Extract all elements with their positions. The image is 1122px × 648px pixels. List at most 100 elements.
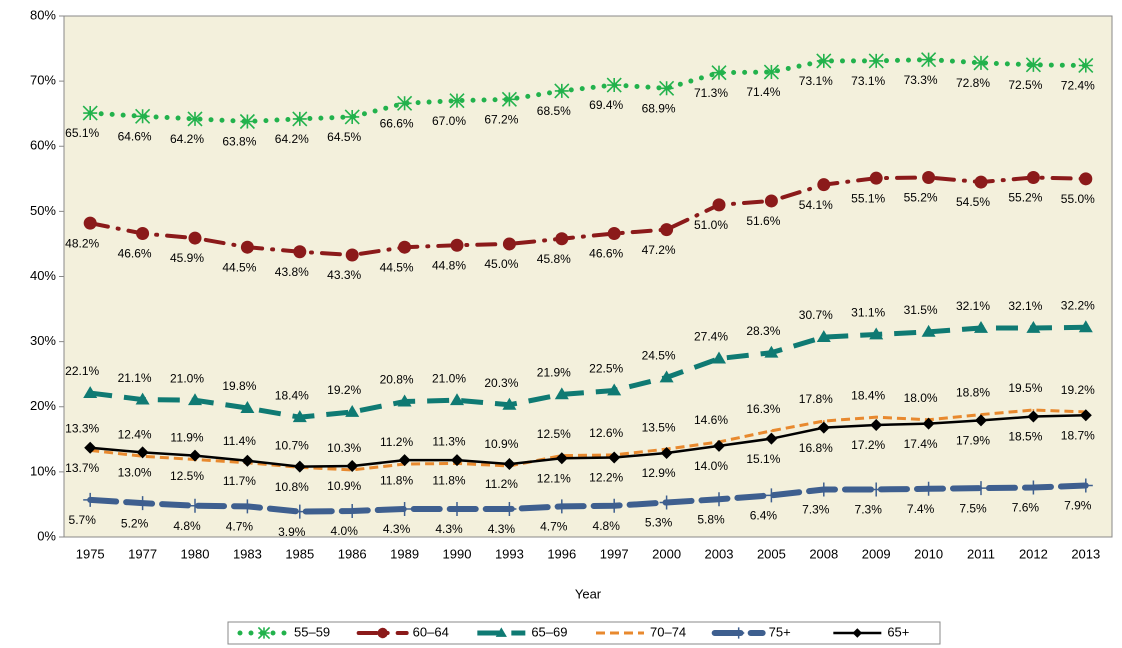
marker bbox=[763, 64, 779, 80]
marker bbox=[607, 227, 621, 241]
value-label: 12.4% bbox=[118, 427, 152, 441]
marker bbox=[503, 458, 516, 471]
value-label: 7.9% bbox=[1064, 499, 1092, 513]
x-tick-label: 1996 bbox=[547, 546, 576, 561]
value-label: 6.4% bbox=[750, 508, 778, 522]
y-tick-label: 60% bbox=[30, 138, 56, 153]
marker bbox=[188, 498, 202, 513]
legend-label: 55–59 bbox=[294, 624, 330, 639]
value-label: 14.6% bbox=[694, 413, 728, 427]
value-label: 32.1% bbox=[956, 299, 990, 313]
marker bbox=[84, 441, 97, 454]
value-label: 43.8% bbox=[275, 265, 309, 279]
value-label: 13.0% bbox=[118, 466, 152, 480]
marker bbox=[82, 105, 98, 121]
marker bbox=[1078, 478, 1093, 493]
legend-label: 60–64 bbox=[413, 624, 449, 639]
marker bbox=[869, 482, 884, 497]
value-label: 4.3% bbox=[488, 522, 516, 536]
y-tick-label: 50% bbox=[30, 203, 56, 218]
value-label: 20.8% bbox=[380, 373, 414, 387]
x-tick-label: 1986 bbox=[338, 546, 367, 561]
y-tick-label: 30% bbox=[30, 333, 56, 348]
value-label: 55.0% bbox=[1061, 192, 1095, 206]
value-label: 18.0% bbox=[904, 391, 938, 405]
value-label: 18.5% bbox=[1008, 430, 1042, 444]
point bbox=[875, 416, 878, 419]
marker bbox=[554, 83, 570, 99]
value-label: 73.1% bbox=[851, 74, 885, 88]
legend-marker bbox=[852, 628, 863, 638]
marker bbox=[1078, 57, 1094, 74]
value-label: 5.7% bbox=[69, 513, 97, 527]
value-label: 4.3% bbox=[435, 522, 463, 536]
value-label: 48.2% bbox=[65, 236, 99, 250]
value-label: 11.8% bbox=[380, 473, 413, 487]
legend-label: 70–74 bbox=[650, 624, 686, 639]
value-label: 31.5% bbox=[904, 303, 938, 317]
marker bbox=[921, 324, 936, 337]
marker bbox=[555, 452, 568, 465]
value-label: 44.8% bbox=[432, 258, 466, 272]
value-label: 47.2% bbox=[642, 243, 676, 257]
marker bbox=[293, 245, 307, 259]
marker bbox=[502, 237, 516, 251]
marker bbox=[1079, 172, 1093, 186]
value-label: 73.1% bbox=[799, 74, 833, 88]
x-tick-label: 2003 bbox=[705, 546, 734, 561]
marker bbox=[764, 345, 779, 358]
value-label: 3.9% bbox=[278, 525, 306, 539]
marker bbox=[765, 432, 778, 445]
x-tick-label: 1975 bbox=[76, 546, 105, 561]
value-label: 30.7% bbox=[799, 308, 833, 322]
marker bbox=[555, 232, 569, 246]
y-tick-label: 80% bbox=[30, 7, 56, 22]
marker bbox=[1079, 409, 1092, 422]
value-label: 19.2% bbox=[1061, 383, 1095, 397]
value-label: 7.4% bbox=[907, 502, 935, 516]
series-line bbox=[87, 57, 1089, 125]
marker bbox=[973, 55, 989, 71]
value-label: 45.9% bbox=[170, 251, 204, 265]
value-label: 7.3% bbox=[855, 503, 883, 517]
value-label: 72.4% bbox=[1061, 79, 1095, 93]
marker bbox=[660, 223, 674, 237]
value-label: 10.9% bbox=[327, 479, 361, 493]
x-tick-label: 2000 bbox=[652, 546, 681, 561]
x-tick-label: 2010 bbox=[914, 546, 943, 561]
x-tick-label: 1983 bbox=[233, 546, 262, 561]
marker bbox=[450, 501, 464, 516]
value-label: 12.1% bbox=[537, 471, 571, 485]
marker bbox=[554, 499, 569, 514]
value-label: 11.7% bbox=[223, 474, 256, 488]
value-label: 17.4% bbox=[904, 437, 938, 451]
series-line bbox=[87, 482, 1089, 515]
marker bbox=[712, 492, 726, 507]
marker bbox=[921, 52, 937, 68]
value-label: 45.0% bbox=[484, 257, 518, 271]
value-label: 12.2% bbox=[589, 471, 623, 485]
legend-marker bbox=[495, 627, 507, 637]
x-tick-label: 2012 bbox=[1019, 546, 1048, 561]
value-label: 4.0% bbox=[331, 524, 359, 538]
x-tick-label: 1990 bbox=[443, 546, 472, 561]
value-label: 11.3% bbox=[432, 435, 465, 449]
value-label: 43.3% bbox=[327, 268, 361, 282]
value-label: 5.3% bbox=[645, 516, 673, 530]
marker bbox=[240, 401, 255, 413]
legend-marker bbox=[257, 626, 271, 640]
value-label: 71.4% bbox=[746, 85, 780, 99]
marker bbox=[397, 95, 413, 111]
value-label: 64.5% bbox=[327, 130, 361, 144]
marker bbox=[764, 194, 778, 208]
value-label: 18.7% bbox=[1061, 428, 1095, 442]
value-label: 68.9% bbox=[642, 101, 676, 115]
value-label: 10.7% bbox=[275, 438, 309, 452]
x-tick-label: 1997 bbox=[600, 546, 629, 561]
marker bbox=[659, 80, 675, 96]
value-label: 11.2% bbox=[380, 435, 413, 449]
value-label: 21.9% bbox=[537, 366, 571, 380]
marker bbox=[292, 504, 307, 519]
marker bbox=[188, 393, 202, 406]
